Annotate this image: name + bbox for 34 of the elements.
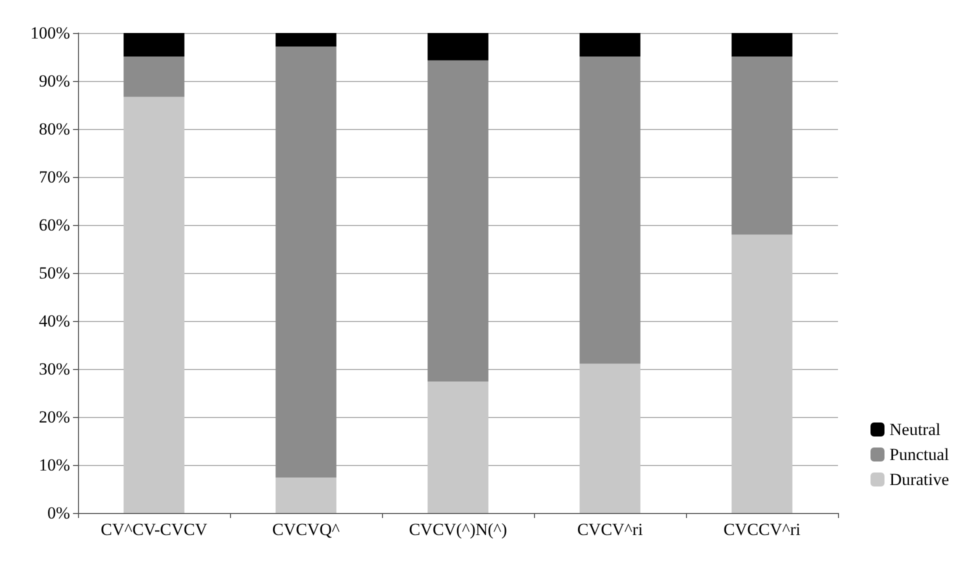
y-tick-label: 60% xyxy=(38,216,70,234)
y-tick-label: 70% xyxy=(38,168,70,186)
y-tick-label: 40% xyxy=(38,312,70,330)
x-tick-label: CVCV(^)N(^) xyxy=(408,520,508,539)
bar xyxy=(732,33,792,57)
bar xyxy=(428,33,488,60)
y-tick-label: 100% xyxy=(30,24,70,42)
y-tick-label: 90% xyxy=(38,72,70,90)
bar xyxy=(428,381,488,513)
bar xyxy=(580,33,640,57)
x-tick-label: CV^CV-CVCV xyxy=(100,520,208,539)
bar xyxy=(580,364,640,513)
x-tick-label: CVCV^ri xyxy=(577,520,644,539)
bar xyxy=(732,234,792,513)
legend-label: Punctual xyxy=(890,445,950,464)
bar xyxy=(124,33,184,57)
y-tick-label: 20% xyxy=(38,408,70,426)
legend-label: Neutral xyxy=(890,420,941,439)
y-tick-label: 0% xyxy=(47,504,70,522)
bar xyxy=(580,56,640,364)
bar xyxy=(732,56,792,235)
bar xyxy=(124,56,184,97)
y-tick-label: 30% xyxy=(38,360,70,378)
y-tick-label: 10% xyxy=(38,456,70,474)
bar xyxy=(276,477,336,513)
bar xyxy=(276,46,336,478)
bar xyxy=(124,96,184,513)
legend-label: Durative xyxy=(890,470,949,489)
x-tick-label: CVCVQ^ xyxy=(272,520,340,539)
x-tick-label: CVCCV^ri xyxy=(724,520,801,539)
y-tick-label: 80% xyxy=(38,120,70,138)
bar xyxy=(428,60,488,382)
bar xyxy=(276,33,336,46)
y-tick-label: 50% xyxy=(38,264,70,282)
